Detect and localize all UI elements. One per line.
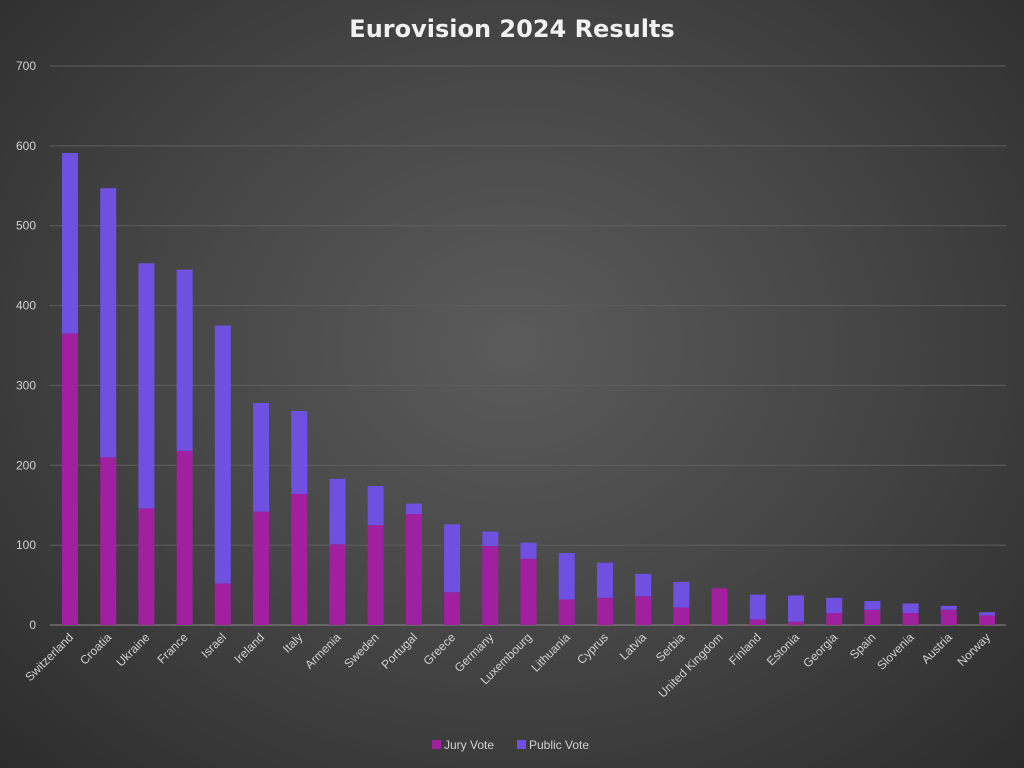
x-tick-label: Ireland xyxy=(231,630,267,666)
x-tick-label: Israel xyxy=(198,630,229,661)
bar-public-georgia xyxy=(826,597,843,614)
bar-public-italy xyxy=(291,410,308,495)
bar-jury-slovenia xyxy=(902,613,919,625)
bar-jury-switzerland xyxy=(62,333,78,625)
legend: Jury Vote Public Vote xyxy=(432,738,589,752)
bar-public-germany xyxy=(482,531,499,546)
bar-jury-sweden xyxy=(367,525,384,625)
bar-jury-cyprus xyxy=(596,597,613,625)
bar-jury-lithuania xyxy=(558,599,575,625)
x-tick-label: Latvia xyxy=(617,630,650,663)
x-tick-label: Finland xyxy=(726,630,764,668)
bar-jury-italy xyxy=(291,494,308,625)
bar-public-latvia xyxy=(635,573,652,597)
x-tick-label: Portugal xyxy=(378,630,420,672)
bar-public-luxembourg xyxy=(520,542,537,559)
x-tick-label: Switzerland xyxy=(22,630,76,684)
bar-public-france xyxy=(176,269,193,451)
x-tick-label: Armenia xyxy=(302,630,344,672)
bar-public-austria xyxy=(940,605,957,610)
y-tick-label: 600 xyxy=(16,139,36,153)
x-tick-label: Cyprus xyxy=(574,630,611,667)
y-tick-label: 300 xyxy=(16,378,36,392)
x-tick-label: Croatia xyxy=(77,630,114,667)
bar-jury-luxembourg xyxy=(520,558,537,625)
bar-public-finland xyxy=(749,594,766,620)
bar-jury-portugal xyxy=(405,513,422,625)
bar-public-armenia xyxy=(329,478,346,545)
x-tick-label: Austria xyxy=(919,630,956,667)
x-tick-label: France xyxy=(154,630,191,667)
x-tick-label: Serbia xyxy=(653,630,688,665)
bar-jury-georgia xyxy=(826,613,843,625)
y-tick-label: 500 xyxy=(16,219,36,233)
bar-jury-ukraine xyxy=(138,508,155,625)
bar-jury-germany xyxy=(482,545,499,625)
bar-jury-serbia xyxy=(673,607,690,625)
bar-jury-estonia xyxy=(787,621,804,625)
legend-label-public: Public Vote xyxy=(529,738,589,752)
bar-public-slovenia xyxy=(902,603,919,614)
bar-public-norway xyxy=(979,612,995,616)
y-tick-label: 200 xyxy=(16,458,36,472)
y-tick-label: 100 xyxy=(16,538,36,552)
x-tick-label: Italy xyxy=(280,630,305,655)
bar-jury-latvia xyxy=(635,596,652,625)
bar-jury-united-kingdom xyxy=(711,588,728,625)
x-tick-label: Georgia xyxy=(800,630,840,670)
bar-public-croatia xyxy=(100,188,117,458)
x-tick-label: Spain xyxy=(847,630,879,662)
y-tick-label: 400 xyxy=(16,299,36,313)
bar-public-estonia xyxy=(787,595,804,622)
y-tick-label: 700 xyxy=(16,59,36,73)
bar-jury-ireland xyxy=(253,511,270,625)
bar-jury-austria xyxy=(940,609,957,625)
chart-title: Eurovision 2024 Results xyxy=(349,15,674,43)
bar-public-ireland xyxy=(253,402,270,512)
bar-jury-spain xyxy=(864,609,881,625)
bar-jury-armenia xyxy=(329,544,346,625)
x-tick-label: Ukraine xyxy=(113,630,152,669)
bar-public-greece xyxy=(444,524,461,593)
bar-public-israel xyxy=(214,325,231,584)
bar-public-sweden xyxy=(367,486,384,526)
x-tick-label: Sweden xyxy=(341,630,382,671)
legend-label-jury: Jury Vote xyxy=(444,738,494,752)
bar-jury-croatia xyxy=(100,457,117,625)
legend-swatch-jury xyxy=(432,740,441,749)
bar-public-portugal xyxy=(405,503,422,514)
bar-public-lithuania xyxy=(558,553,575,600)
x-tick-label: Estonia xyxy=(764,630,802,668)
bar-public-spain xyxy=(864,601,881,610)
bar-public-ukraine xyxy=(138,263,155,509)
bar-public-switzerland xyxy=(62,153,78,334)
bar-jury-greece xyxy=(444,592,461,625)
bar-public-cyprus xyxy=(596,562,613,598)
bar-public-serbia xyxy=(673,581,690,608)
bar-jury-france xyxy=(176,450,193,625)
bar-jury-norway xyxy=(979,615,995,625)
x-tick-label: Lithuania xyxy=(528,630,573,675)
x-tick-label: Slovenia xyxy=(874,630,917,673)
legend-swatch-public xyxy=(517,740,526,749)
x-tick-label: Greece xyxy=(420,630,458,668)
x-tick-label: Norway xyxy=(954,630,993,669)
y-tick-label: 0 xyxy=(29,618,36,632)
bar-jury-israel xyxy=(214,583,231,625)
bar-jury-finland xyxy=(749,619,766,625)
